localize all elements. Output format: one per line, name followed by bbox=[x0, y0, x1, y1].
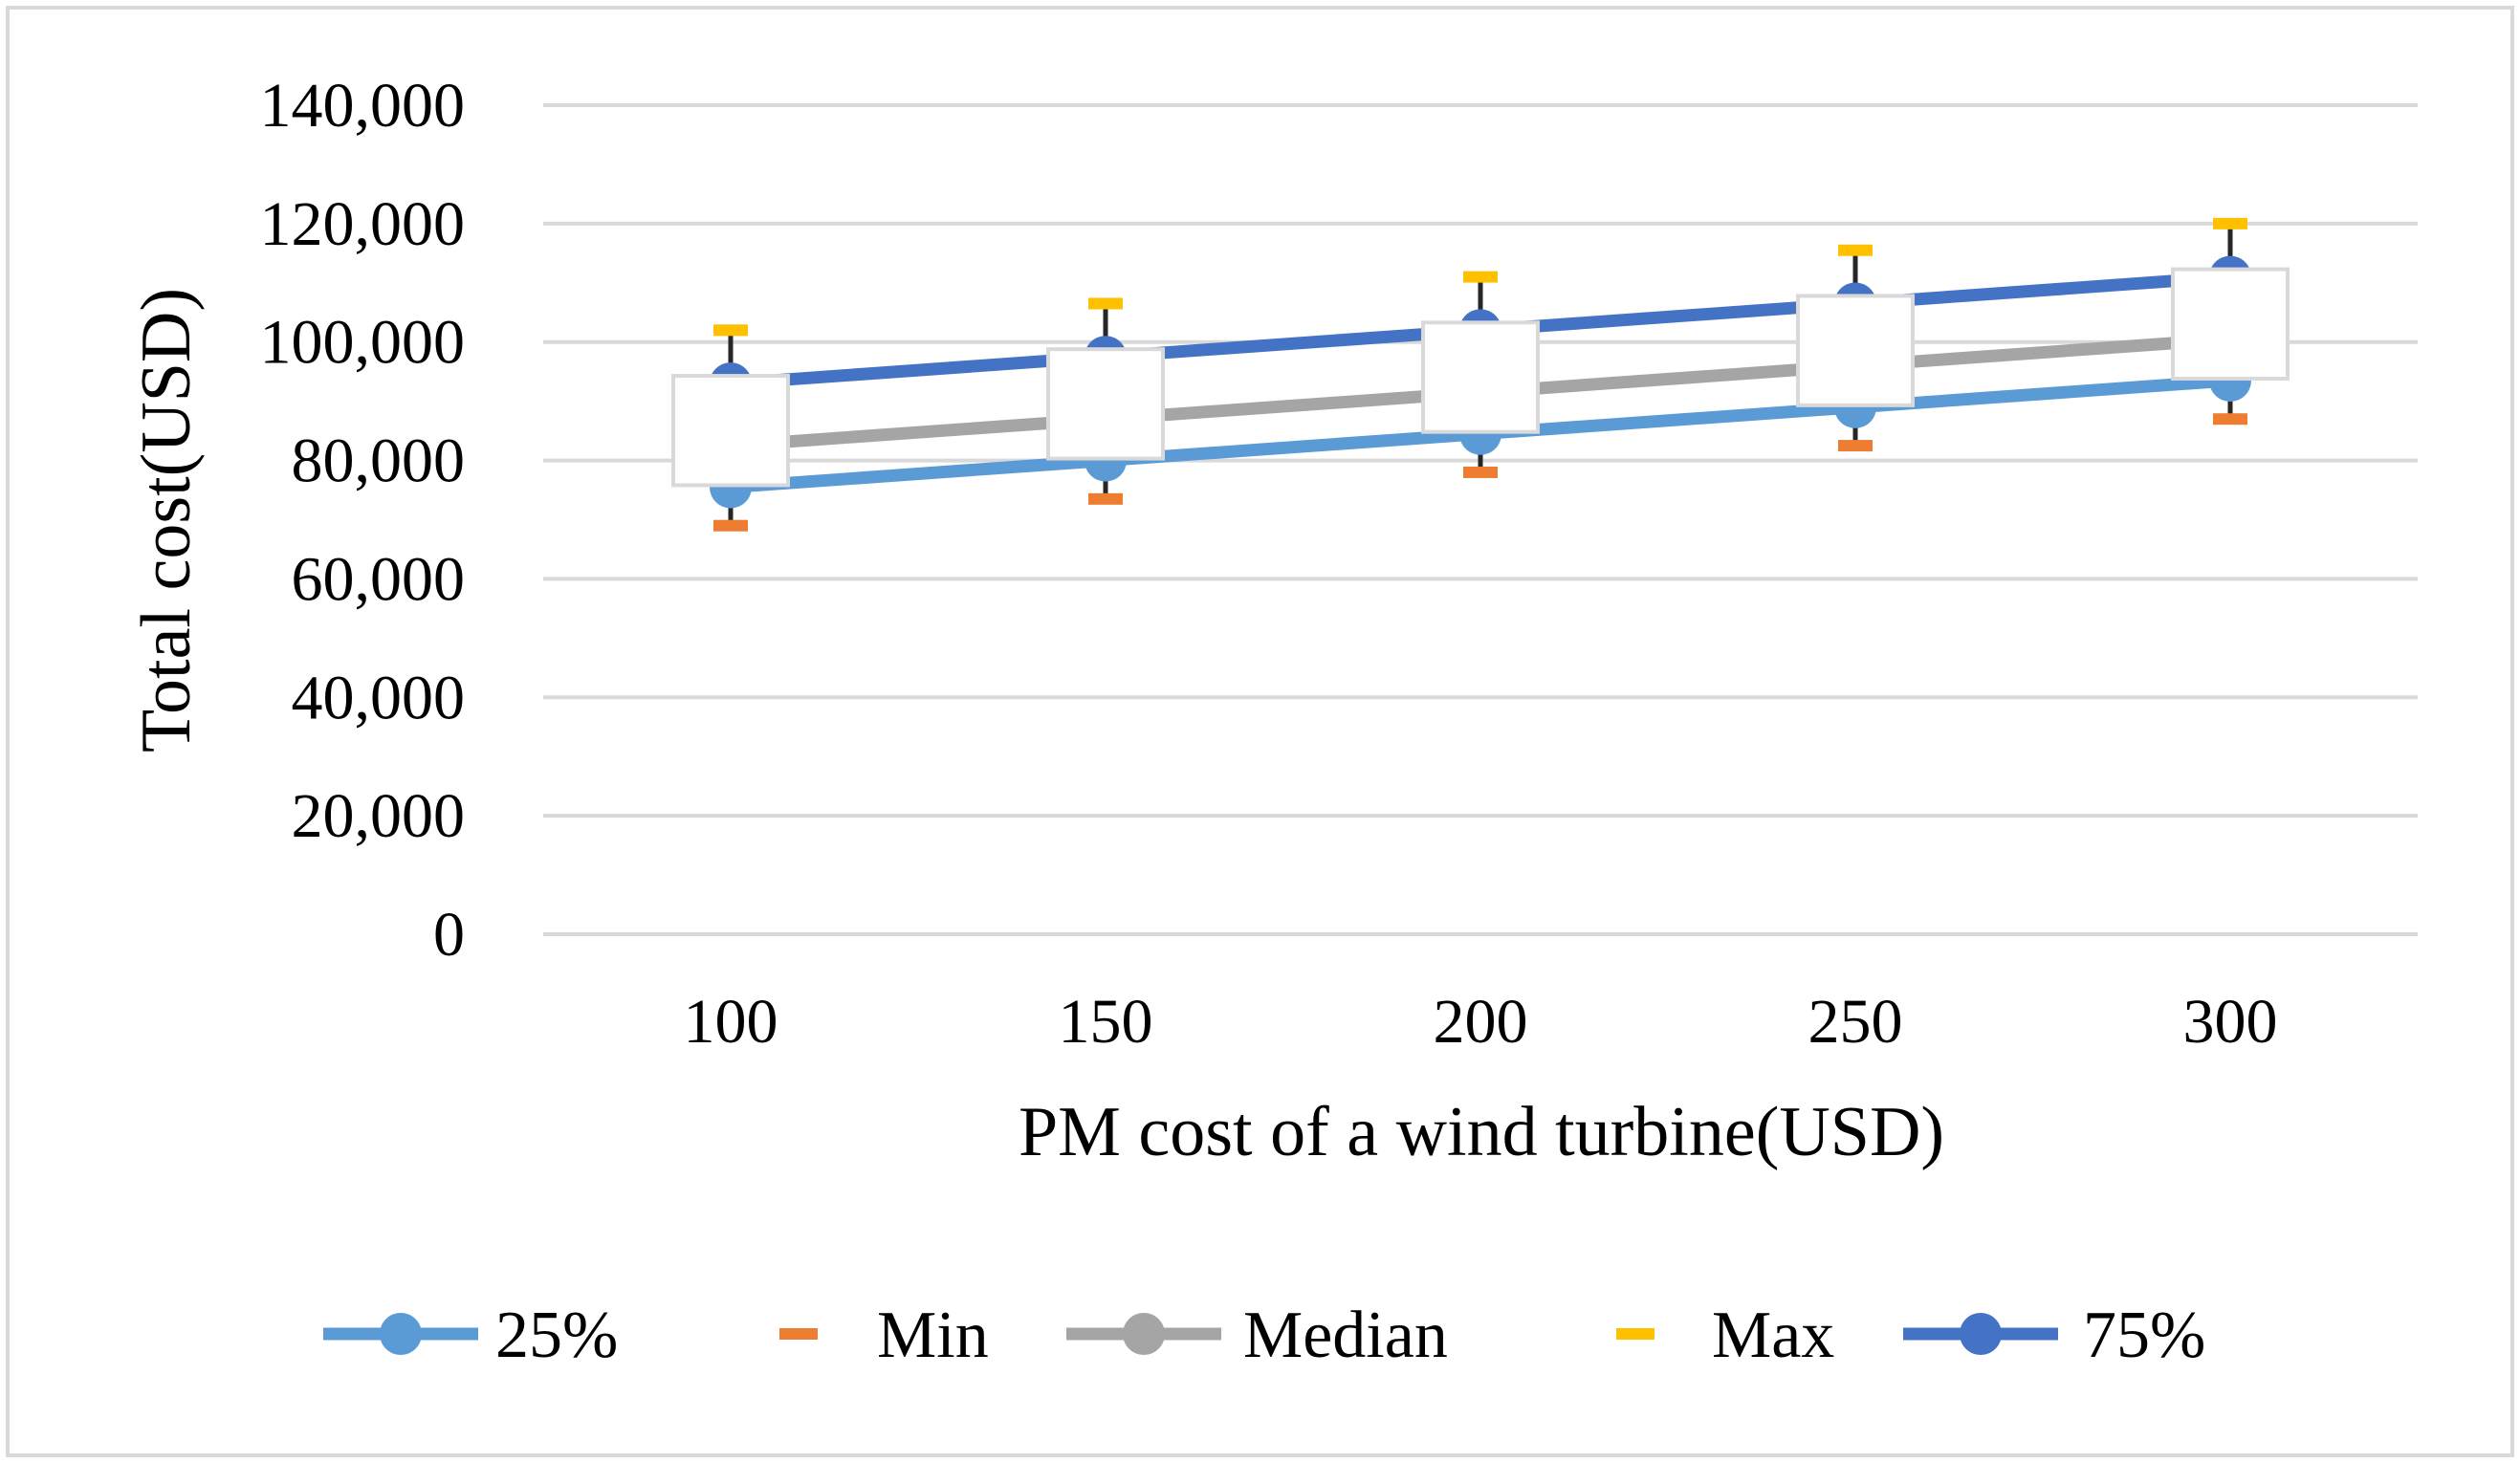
x-tick-label: 250 bbox=[1808, 987, 1903, 1057]
y-tick-label: 80,000 bbox=[292, 426, 466, 496]
max-marker bbox=[1463, 271, 1498, 283]
legend-swatch-marker bbox=[1960, 1313, 2002, 1355]
legend-item-min: Min bbox=[779, 1299, 989, 1372]
x-tick-label: 100 bbox=[684, 987, 778, 1057]
legend-item-max: Max bbox=[1616, 1299, 1834, 1372]
y-tick-label: 60,000 bbox=[292, 544, 466, 614]
min-marker bbox=[713, 519, 748, 532]
x-tick-label: 200 bbox=[1434, 987, 1528, 1057]
legend-label: 25% bbox=[495, 1299, 618, 1372]
legend-label: 75% bbox=[2083, 1299, 2205, 1372]
y-axis-title: Total cost(USD) bbox=[127, 288, 206, 753]
chart-frame bbox=[6, 6, 2514, 1457]
x-tick-label: 150 bbox=[1059, 987, 1153, 1057]
y-tick-label: 120,000 bbox=[260, 189, 466, 259]
y-axis-ticks: 0 20,000 40,000 60,000 80,000 100,000 120,000 1… bbox=[260, 71, 466, 970]
max-marker bbox=[713, 324, 748, 337]
max-marker bbox=[1838, 244, 1873, 256]
legend-swatch-marker bbox=[380, 1313, 422, 1355]
y-tick-label: 40,000 bbox=[292, 663, 466, 732]
min-marker bbox=[1838, 440, 1873, 452]
box bbox=[1796, 294, 1915, 407]
legend-label: Max bbox=[1712, 1299, 1834, 1372]
legend-item-median: Median bbox=[1066, 1299, 1448, 1372]
y-tick-label: 140,000 bbox=[260, 71, 466, 141]
box bbox=[1421, 320, 1540, 434]
max-marker bbox=[1088, 297, 1123, 310]
box bbox=[671, 374, 790, 488]
box bbox=[1046, 347, 1165, 461]
x-axis-ticks: 100 150 200 250 300 bbox=[684, 987, 2278, 1057]
legend-label: Min bbox=[877, 1299, 989, 1372]
min-marker bbox=[1463, 466, 1498, 478]
legend-label: Median bbox=[1243, 1299, 1448, 1372]
legend-item-75pct: 75% bbox=[1903, 1299, 2205, 1372]
x-axis-title: PM cost of a wind turbine(USD) bbox=[1019, 1093, 1944, 1171]
box-group bbox=[671, 267, 2290, 488]
y-tick-label: 20,000 bbox=[292, 781, 466, 851]
legend-swatch-dash bbox=[1616, 1328, 1654, 1340]
y-tick-label: 100,000 bbox=[260, 308, 466, 378]
legend-swatch-marker bbox=[1123, 1313, 1165, 1355]
y-tick-label: 0 bbox=[433, 900, 465, 970]
min-marker bbox=[1088, 492, 1123, 505]
x-tick-label: 300 bbox=[2183, 987, 2278, 1057]
box bbox=[2171, 267, 2290, 381]
max-marker bbox=[2213, 217, 2247, 229]
legend: 25% Min Median Max 75% bbox=[323, 1299, 2205, 1372]
legend-swatch-dash bbox=[779, 1328, 818, 1340]
legend-item-25pct: 25% bbox=[323, 1299, 618, 1372]
min-marker bbox=[2213, 413, 2247, 426]
